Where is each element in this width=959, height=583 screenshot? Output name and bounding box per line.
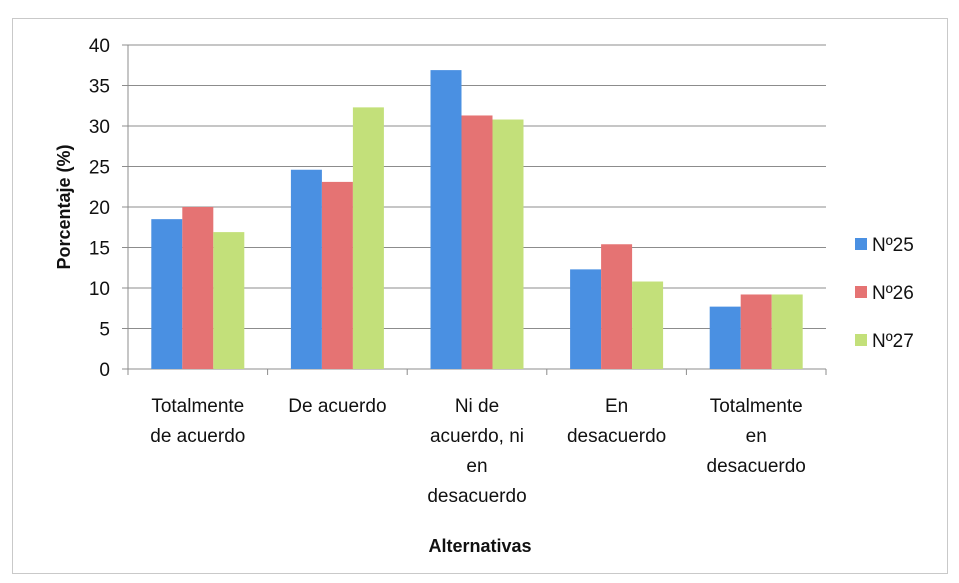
x-tick-label: De acuerdo <box>288 396 386 417</box>
bar <box>632 281 664 369</box>
legend-label: Nº26 <box>872 283 914 304</box>
y-tick-label: 20 <box>89 198 110 219</box>
bar <box>461 115 493 369</box>
x-axis-title: Alternativas <box>428 536 531 556</box>
x-tick-label: Totalmente de acuerdo <box>150 396 245 447</box>
bar <box>290 169 322 369</box>
bar <box>182 207 214 369</box>
x-tick-label: En desacuerdo <box>567 396 666 447</box>
bar <box>492 119 524 370</box>
y-tick-label: 30 <box>89 117 110 138</box>
bar <box>213 232 245 369</box>
bar <box>570 269 602 369</box>
legend-swatch <box>855 286 867 298</box>
bar <box>709 306 741 369</box>
x-tick-label: Ni de acuerdo, ni en desacuerdo <box>427 396 526 507</box>
bar <box>740 294 772 369</box>
legend-label: Nº27 <box>872 331 914 352</box>
y-tick-label: 35 <box>89 77 110 98</box>
y-tick-label: 10 <box>89 279 110 300</box>
y-tick-label: 40 <box>89 36 110 57</box>
legend-label: Nº25 <box>872 235 914 256</box>
y-tick-label: 0 <box>99 360 110 381</box>
x-tick-label: Totalmente en desacuerdo <box>707 396 806 477</box>
bar <box>601 244 633 369</box>
legend-swatch <box>855 334 867 346</box>
bar <box>352 107 384 370</box>
bar <box>151 219 183 369</box>
legend-swatch <box>855 238 867 250</box>
y-axis-title: Porcentaje (%) <box>54 144 74 269</box>
y-tick-label: 5 <box>99 320 110 341</box>
y-tick-label: 15 <box>89 239 110 260</box>
bar <box>430 70 462 370</box>
bar <box>771 294 803 369</box>
bar <box>321 181 353 369</box>
y-tick-label: 25 <box>89 158 110 179</box>
